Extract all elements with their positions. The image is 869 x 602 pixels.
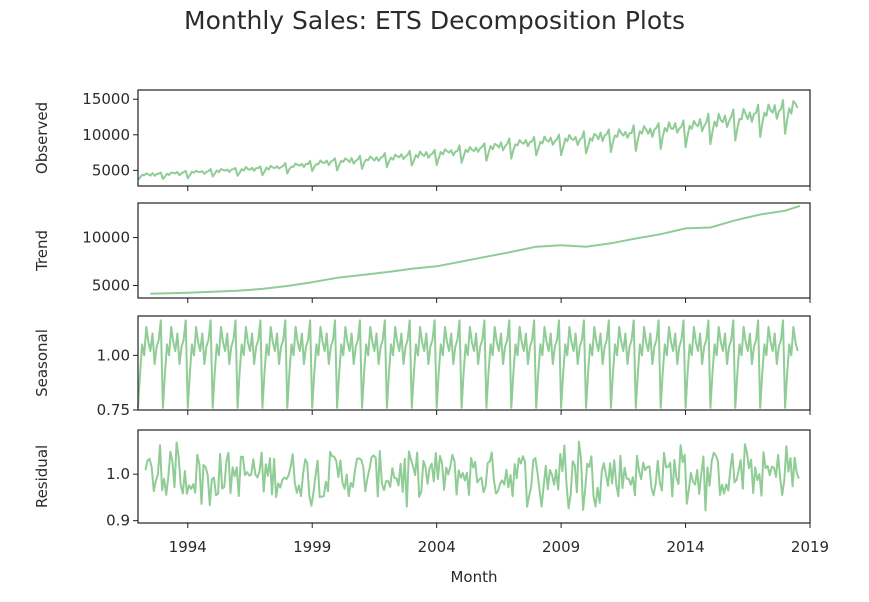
panel-observed: 5000 10000 15000 Observed bbox=[33, 89, 811, 191]
panels: 5000 10000 15000 Observed 5000 10000 Trend 0.75… bbox=[33, 89, 811, 530]
observed-y-tick-label: 15000 bbox=[82, 90, 130, 108]
seasonal-series-line bbox=[137, 319, 799, 409]
x-tick-label: 1999 bbox=[293, 538, 331, 556]
observed-axes-frame bbox=[137, 89, 811, 187]
residual-y-tick-label: 1.0 bbox=[106, 465, 130, 483]
chart-title: Monthly Sales: ETS Decomposition Plots bbox=[184, 6, 685, 35]
trend-y-tick-label: 10000 bbox=[82, 229, 130, 247]
x-tick-label: 2009 bbox=[542, 538, 580, 556]
observed-series-line bbox=[137, 99, 799, 181]
x-axis: 1994 1999 2004 2009 2014 2019 bbox=[169, 538, 829, 556]
trend-series-line bbox=[150, 204, 801, 295]
seasonal-y-tick-label: 1.00 bbox=[97, 346, 130, 364]
observed-y-tick-label: 10000 bbox=[82, 126, 130, 144]
residual-series-line bbox=[144, 440, 800, 512]
panel-residual: 0.9 1.0 Residual bbox=[33, 429, 811, 530]
residual-y-tick-label: 0.9 bbox=[106, 512, 130, 530]
seasonal-axis-label: Seasonal bbox=[33, 329, 51, 397]
observed-y-tick-label: 5000 bbox=[92, 161, 130, 179]
panel-trend: 5000 10000 Trend bbox=[33, 202, 811, 303]
x-tick-label: 1994 bbox=[169, 538, 207, 556]
residual-axis-label: Residual bbox=[33, 445, 51, 508]
x-axis-label: Month bbox=[450, 568, 497, 586]
x-tick-label: 2004 bbox=[418, 538, 456, 556]
residual-axes-frame bbox=[137, 429, 811, 524]
panel-seasonal: 0.75 1.00 Seasonal bbox=[33, 315, 811, 419]
x-tick-label: 2014 bbox=[666, 538, 704, 556]
seasonal-axes-frame bbox=[137, 315, 811, 411]
observed-axis-label: Observed bbox=[33, 102, 51, 174]
trend-axis-label: Trend bbox=[33, 230, 51, 272]
trend-axes-frame bbox=[137, 202, 811, 299]
seasonal-y-tick-label: 0.75 bbox=[97, 401, 130, 419]
trend-y-tick-label: 5000 bbox=[92, 277, 130, 295]
x-tick-label: 2019 bbox=[791, 538, 829, 556]
